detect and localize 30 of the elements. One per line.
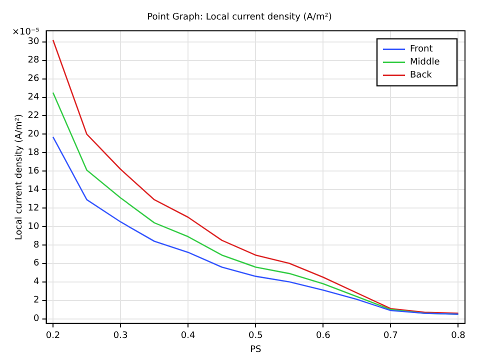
y-tick-label: 10 [28,222,40,232]
text: ×10⁻⁵ [12,28,40,38]
y-tick-label: 18 [28,148,40,158]
y-tick-label: 4 [34,277,40,288]
x-tick-label: 0.8 [451,331,466,342]
legend-label: Back [410,70,433,81]
x-tick-label: 0.6 [316,331,331,342]
chart-title: Point Graph: Local current density (A/m²) [147,12,332,23]
y-axis-title: Local current density (A/m²) [14,114,25,240]
y-tick-label: 28 [28,56,40,66]
y-tick-label: 16 [28,166,40,176]
legend-label: Middle [410,58,440,68]
x-tick-label: 0.2 [46,331,60,342]
y-tick-label: 6 [34,258,40,269]
x-axis-title: PS [250,344,262,355]
x-tick-label: 0.4 [180,331,196,342]
legend-label: Front [410,44,434,55]
y-tick-label: 26 [28,74,40,84]
y-tick-label: 0 [34,314,40,324]
y-tick-label: 14 [28,184,40,195]
y-tick-label: 24 [28,92,40,103]
y-tick-label: 12 [28,203,40,214]
x-tick-label: 0.3 [113,331,128,342]
x-tick-label: 0.5 [248,331,263,342]
y-tick-label: 20 [28,130,40,140]
y-tick-label: 2 [34,296,40,306]
y-tick-label: 30 [28,37,40,48]
y-tick-label: 22 [28,111,40,122]
y-tick-label: 8 [34,240,40,250]
x-tick-label: 0.7 [384,331,398,342]
